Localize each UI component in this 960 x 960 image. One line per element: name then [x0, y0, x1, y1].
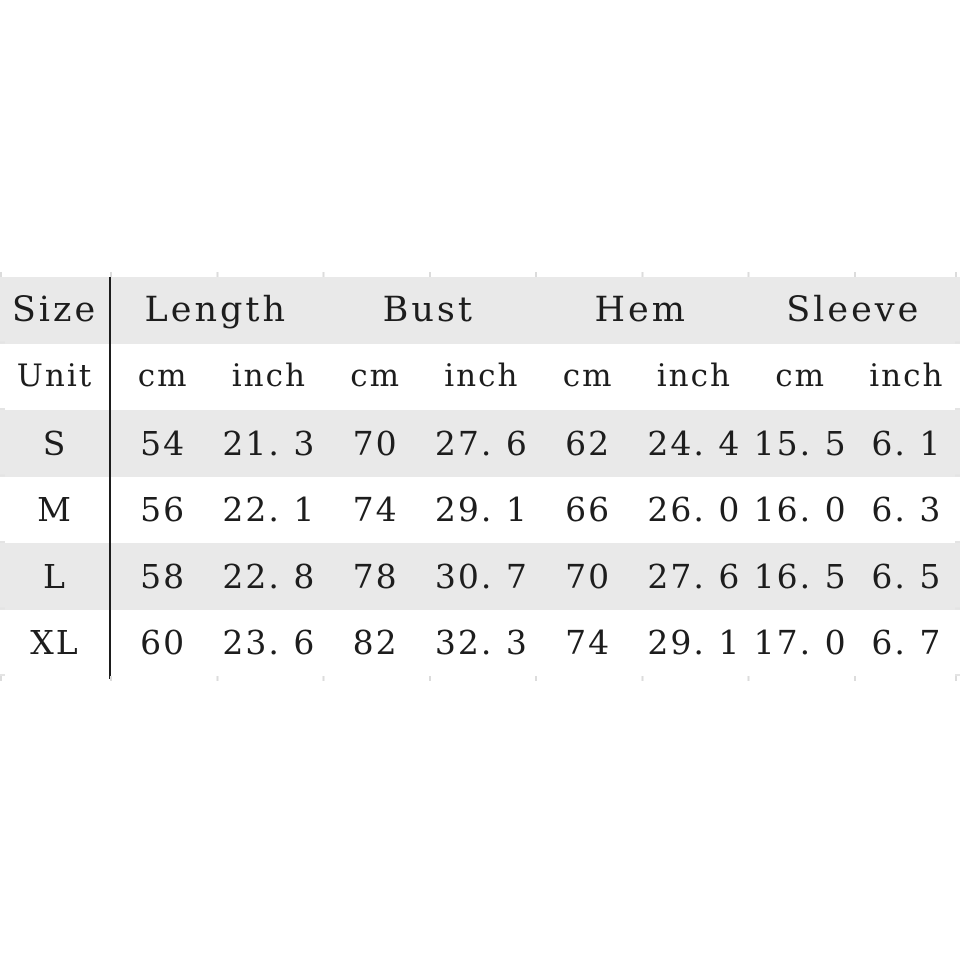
- value-cell: 16. 0: [753, 490, 848, 530]
- size-column-divider: [109, 277, 111, 679]
- unit-cell: inch: [656, 358, 732, 395]
- value-cell: 32. 3: [434, 623, 529, 663]
- unit-cell: cm: [137, 358, 189, 395]
- table-row-l: L 58 22. 8 78 30. 7 70 27. 6 16. 5 6. 5: [0, 543, 960, 610]
- value-cell: 78: [352, 556, 399, 596]
- header-row: Size Length Bust Hem Sleeve: [0, 277, 960, 344]
- size-chart-table: Size Length Bust Hem Sleeve Unit cm inch…: [0, 272, 960, 681]
- header-cell-size: Size: [11, 289, 99, 330]
- value-cell: 56: [140, 490, 187, 530]
- unit-label-cell: Unit: [16, 358, 94, 395]
- border-ticks-left: [0, 277, 5, 676]
- header-cell-length: Length: [144, 289, 288, 330]
- value-cell: 62: [565, 423, 612, 463]
- value-cell: 70: [565, 556, 612, 596]
- border-ticks-top: [110, 272, 960, 277]
- unit-cell: cm: [775, 358, 826, 395]
- value-cell: 26. 0: [647, 490, 742, 530]
- unit-cell: cm: [562, 358, 614, 395]
- value-cell: 74: [565, 623, 612, 663]
- value-cell: 22. 1: [222, 490, 317, 530]
- value-cell: 21. 3: [222, 423, 317, 463]
- unit-cell: inch: [444, 358, 520, 395]
- value-cell: 27. 6: [647, 556, 742, 596]
- size-cell: M: [37, 490, 73, 530]
- unit-row: Unit cm inch cm inch cm inch cm inch: [0, 344, 960, 411]
- value-cell: 58: [140, 556, 187, 596]
- value-cell: 15. 5: [753, 423, 848, 463]
- border-tick: [955, 676, 957, 681]
- value-cell: 29. 1: [434, 490, 529, 530]
- value-cell: 82: [352, 623, 399, 663]
- size-cell: XL: [30, 623, 80, 663]
- value-cell: 74: [352, 490, 399, 530]
- value-cell: 60: [140, 623, 187, 663]
- value-cell: 24. 4: [647, 423, 742, 463]
- table-row-m: M 56 22. 1 74 29. 1 66 26. 0 16. 0 6. 3: [0, 477, 960, 544]
- header-cell-hem: Hem: [594, 289, 688, 330]
- border-ticks-right: [955, 277, 960, 676]
- header-cell-sleeve: Sleeve: [786, 289, 922, 330]
- value-cell: 23. 6: [222, 623, 317, 663]
- unit-cell: inch: [231, 358, 307, 395]
- table-row-s: S 54 21. 3 70 27. 6 62 24. 4 15. 5 6. 1: [0, 410, 960, 477]
- value-cell: 6. 1: [871, 423, 943, 463]
- border-tick: [0, 272, 2, 277]
- value-cell: 6. 5: [871, 556, 943, 596]
- unit-cell: cm: [350, 358, 401, 395]
- value-cell: 29. 1: [647, 623, 742, 663]
- value-cell: 27. 6: [434, 423, 529, 463]
- size-cell: S: [42, 423, 68, 463]
- value-cell: 54: [140, 423, 187, 463]
- value-cell: 17. 0: [753, 623, 848, 663]
- border-tick: [0, 676, 2, 681]
- value-cell: 6. 3: [871, 490, 943, 530]
- value-cell: 66: [565, 490, 612, 530]
- size-cell: L: [43, 556, 67, 596]
- value-cell: 16. 5: [753, 556, 848, 596]
- table-row-xl: XL 60 23. 6 82 32. 3 74 29. 1 17. 0 6. 7: [0, 610, 960, 677]
- value-cell: 6. 7: [871, 623, 943, 663]
- value-cell: 30. 7: [434, 556, 529, 596]
- unit-cell: inch: [869, 358, 945, 395]
- border-ticks-bottom: [110, 676, 960, 681]
- value-cell: 70: [352, 423, 399, 463]
- header-cell-bust: Bust: [382, 289, 475, 330]
- value-cell: 22. 8: [222, 556, 317, 596]
- border-tick: [955, 272, 957, 277]
